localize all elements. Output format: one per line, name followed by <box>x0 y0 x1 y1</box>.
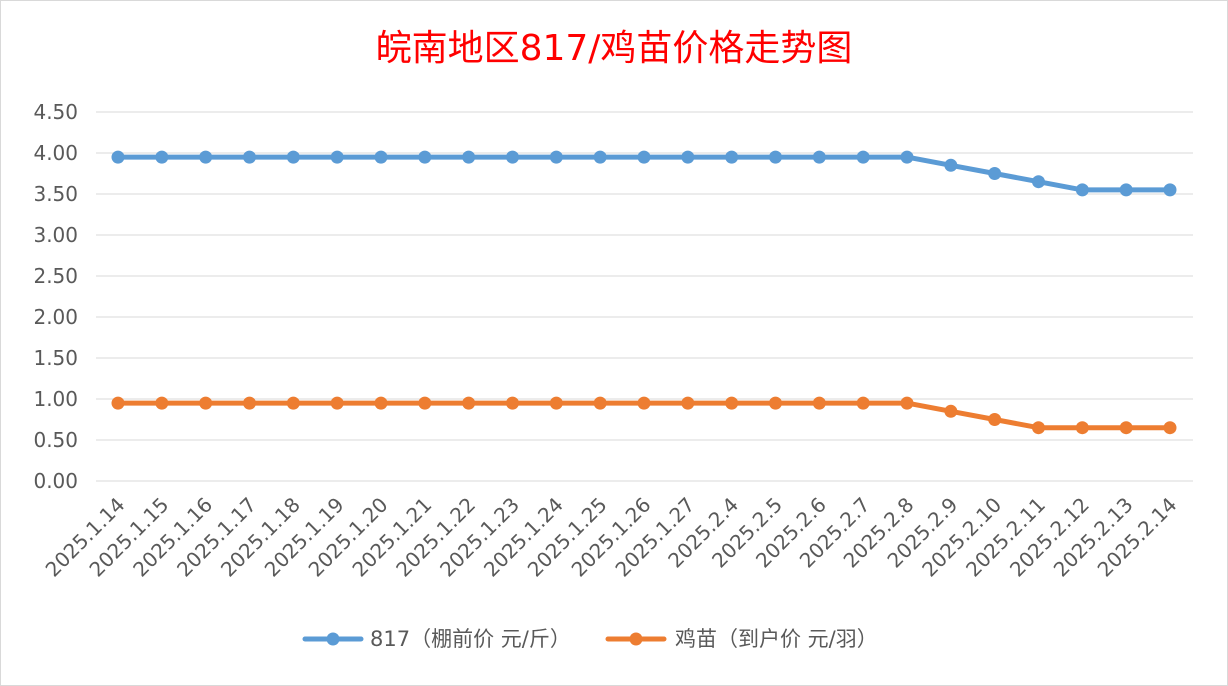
data-point <box>637 150 651 164</box>
y-tick-label: 4.00 <box>33 141 78 165</box>
data-point <box>812 396 826 410</box>
data-point <box>111 396 125 410</box>
y-tick-label: 1.00 <box>33 387 78 411</box>
data-point <box>1119 183 1133 197</box>
data-point <box>155 396 169 410</box>
y-tick-label: 1.50 <box>33 346 78 370</box>
data-point <box>418 396 432 410</box>
data-point <box>988 167 1002 180</box>
data-point <box>199 396 213 410</box>
data-point <box>462 396 476 410</box>
data-point <box>1163 421 1177 435</box>
legend-item: 817（棚前价 元/斤） <box>302 627 571 651</box>
data-point <box>111 150 125 164</box>
legend-dot-marker <box>326 632 340 646</box>
data-point <box>593 396 607 410</box>
data-point <box>1075 421 1089 435</box>
data-point <box>506 396 519 410</box>
data-point <box>1163 183 1177 197</box>
data-point <box>243 150 256 164</box>
data-point <box>900 396 914 410</box>
data-point <box>374 150 388 164</box>
legend-item: 鸡苗（到户价 元/羽） <box>605 627 878 651</box>
data-point <box>243 396 256 410</box>
data-point <box>725 150 739 164</box>
data-point <box>944 158 958 172</box>
data-point <box>856 150 870 164</box>
data-point <box>286 396 300 410</box>
data-point <box>944 404 958 418</box>
data-point <box>725 396 739 410</box>
data-point <box>769 396 782 410</box>
data-point <box>418 150 432 164</box>
data-point <box>506 150 519 164</box>
legend: 817（棚前价 元/斤） 鸡苗（到户价 元/羽） <box>302 627 878 651</box>
series-1 <box>111 150 1177 197</box>
data-point <box>462 150 476 164</box>
data-point <box>900 150 914 164</box>
data-point <box>199 150 213 164</box>
series-2 <box>111 396 1177 435</box>
y-tick-label: 4.50 <box>33 100 78 124</box>
data-point <box>812 150 826 164</box>
data-point <box>1119 421 1133 435</box>
data-point <box>1075 183 1089 197</box>
data-point <box>988 413 1002 426</box>
data-point <box>681 396 695 410</box>
data-point <box>549 150 563 164</box>
data-point <box>155 150 169 164</box>
legend-label: 817（棚前价 元/斤） <box>370 627 571 651</box>
data-point <box>374 396 388 410</box>
chart-title: 皖南地区817/鸡苗价格走势图 <box>376 28 853 69</box>
data-point <box>593 150 607 164</box>
data-point <box>330 396 344 410</box>
series-lines <box>111 150 1177 435</box>
y-tick-label: 0.50 <box>33 428 78 452</box>
y-tick-label: 2.00 <box>33 305 78 329</box>
y-axis-tick-labels: 0.00 0.50 1.00 1.50 2.00 2.50 3.00 3.50 4.00 4.50 <box>33 100 78 493</box>
data-point <box>856 396 870 410</box>
data-point <box>1032 421 1045 435</box>
data-point <box>769 150 782 164</box>
y-tick-label: 0.00 <box>33 469 78 493</box>
legend-label: 鸡苗（到户价 元/羽） <box>675 627 878 651</box>
data-point <box>549 396 563 410</box>
data-point <box>681 150 695 164</box>
legend-dot-marker <box>629 632 643 646</box>
y-tick-label: 3.00 <box>33 223 78 247</box>
data-point <box>286 150 300 164</box>
y-tick-label: 3.50 <box>33 182 78 206</box>
data-point <box>637 396 651 410</box>
data-point <box>330 150 344 164</box>
y-tick-label: 2.50 <box>33 264 78 288</box>
data-point <box>1032 175 1045 189</box>
